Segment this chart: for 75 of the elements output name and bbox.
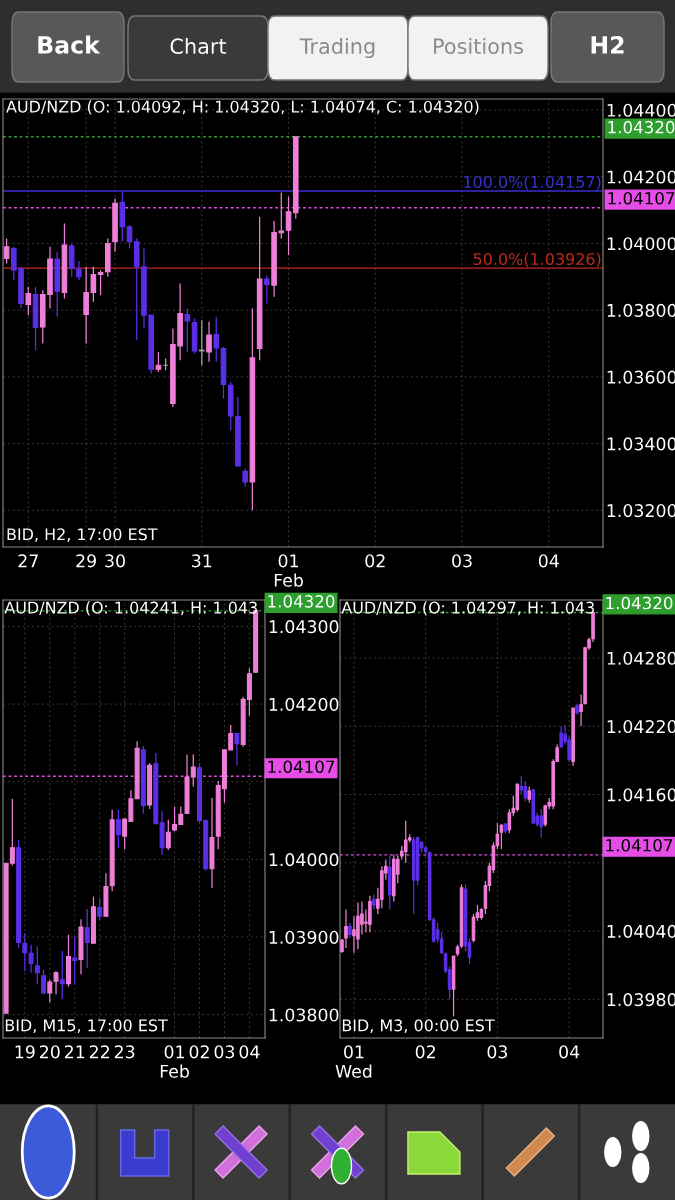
annotation: BID, M15, 17:00 EST — [5, 1019, 168, 1034]
chart-title: AUD/NZD (O: 1.04092, H: 1.04320, L: 1.04074, C: 1.04320) — [6, 100, 479, 115]
text: H2 — [591, 35, 624, 54]
ref-line-label: 1.04107 — [606, 839, 673, 852]
candlestick — [234, 732, 240, 767]
candlestick — [3, 237, 10, 265]
x-tick-label: 03 — [452, 554, 472, 568]
x-tick-label: 04 — [559, 1045, 580, 1059]
annotation: BID, H2, 17:00 EST — [7, 528, 158, 542]
x-tick-label: 20 — [40, 1045, 60, 1059]
candlestick — [206, 321, 212, 363]
x-tick-label: 02 — [415, 1045, 435, 1059]
candlestick — [41, 969, 47, 996]
candlestick — [84, 908, 90, 969]
x-tick-label: 23 — [114, 1045, 135, 1059]
x-tick-label: 21 — [64, 1045, 85, 1059]
chart-title: AUD/NZD (O: 1.04241, H: 1.043 — [4, 601, 257, 616]
candlestick — [59, 950, 65, 1000]
x-tick-label: 04 — [239, 1045, 260, 1059]
candlestick — [115, 809, 121, 849]
text: Positions — [434, 37, 523, 55]
candlestick — [72, 935, 78, 986]
ref-line-label: 50.0%(1.03926) — [473, 252, 601, 267]
text: Back — [38, 35, 101, 54]
y-tick-label: 1.04000 — [269, 853, 339, 867]
candlestick — [97, 269, 104, 296]
candlestick — [198, 319, 205, 366]
x-tick-label: 27 — [18, 554, 38, 568]
x-tick-label: 01 Feb — [274, 554, 303, 587]
y-tick-label: 1.03900 — [269, 930, 339, 944]
text: Chart — [170, 37, 227, 55]
ref-line-label: 1.04320 — [608, 120, 675, 134]
x-tick-label: 04 — [538, 554, 559, 568]
chart-title: AUD/NZD (O: 1.04297, H: 1.043 — [341, 601, 594, 616]
candlestick — [368, 895, 372, 933]
text: Trading — [299, 37, 375, 59]
x-tick-label: 03 — [487, 1045, 508, 1059]
candlestick — [285, 196, 292, 256]
x-tick-label: 22 — [89, 1045, 109, 1059]
x-tick-label: 01 Wed — [335, 1045, 372, 1078]
candlestick — [126, 224, 133, 250]
ref-line-label: 1.04320 — [268, 595, 335, 608]
ref-line-label: 100.0%(1.04157) — [464, 175, 601, 190]
x-tick-label: 30 — [105, 554, 125, 568]
x-tick-label: 01 Feb — [160, 1045, 189, 1078]
candlestick — [242, 467, 248, 488]
ref-line-label: 1.04107 — [268, 760, 335, 774]
candlestick — [28, 944, 34, 974]
candlestick — [34, 945, 40, 986]
candlestick — [25, 286, 32, 316]
x-tick-label: 31 — [192, 554, 212, 568]
x-tick-label: 02 — [365, 554, 385, 568]
candlestick — [165, 819, 171, 851]
x-tick-label: 02 — [189, 1045, 209, 1059]
ref-line-label: 1.04107 — [608, 191, 675, 205]
x-tick-label: 03 — [214, 1045, 235, 1059]
annotation: BID, M3, 00:00 EST — [342, 1019, 495, 1034]
candlestick — [507, 808, 512, 834]
y-tick-label: 1.03800 — [269, 1008, 339, 1022]
candlestick — [22, 932, 28, 972]
candlestick — [264, 274, 270, 305]
ref-line-label: 1.04320 — [606, 596, 673, 610]
y-tick-label: 1.04200 — [269, 697, 339, 711]
x-tick-label: 19 — [15, 1045, 35, 1059]
candlestick — [559, 725, 563, 749]
candlestick — [97, 897, 103, 921]
candlestick — [184, 307, 191, 353]
y-tick-label: 1.04300 — [269, 620, 339, 634]
candlestick — [155, 351, 162, 373]
candlestick — [344, 908, 348, 949]
candlestick — [213, 316, 220, 363]
x-tick-label: 29 — [76, 554, 96, 568]
candlestick — [352, 915, 356, 954]
candlestick — [539, 808, 544, 839]
candlestick — [356, 901, 360, 950]
